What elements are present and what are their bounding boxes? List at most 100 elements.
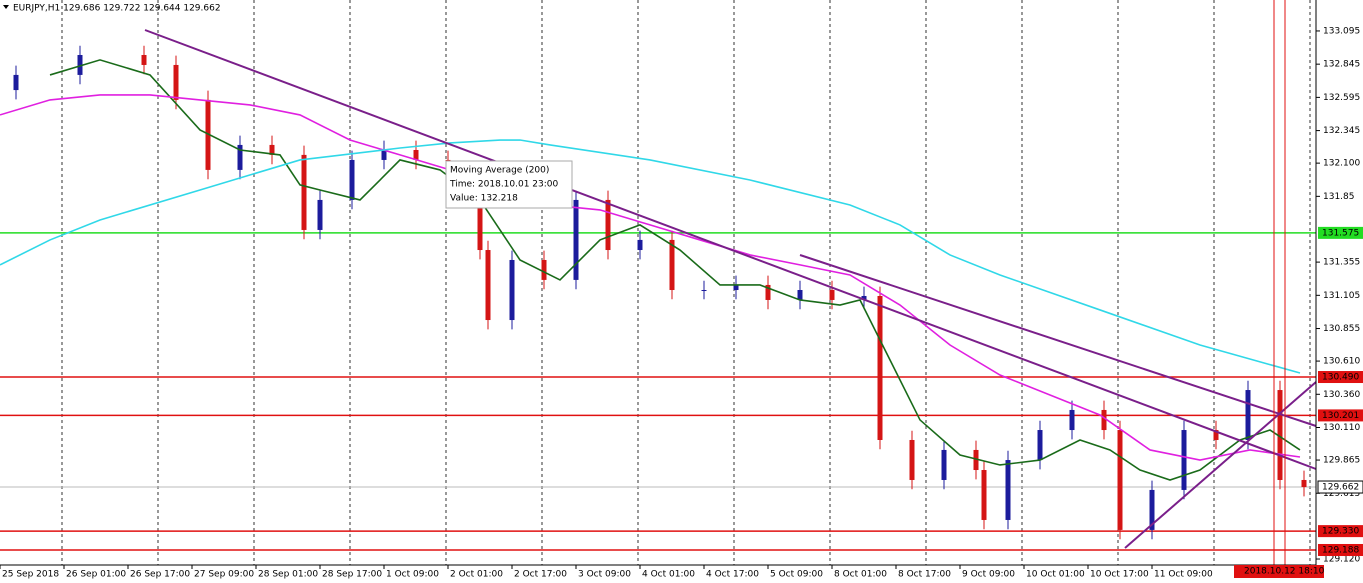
candle-body	[941, 449, 947, 480]
candle-body	[973, 449, 979, 471]
y-tick-label: 130.110	[1323, 423, 1360, 433]
candle-body	[541, 259, 547, 280]
x-tick-label: 11 Oct 09:00	[1154, 570, 1213, 580]
candle-body	[477, 184, 483, 251]
y-tick-label: 129.120	[1323, 555, 1360, 565]
level-label: 130.201	[1322, 411, 1359, 421]
x-tick-label: 10 Oct 17:00	[1090, 570, 1149, 580]
x-tick-label: 8 Oct 01:00	[834, 570, 887, 580]
candle-body	[669, 239, 675, 291]
x-tick-label: 4 Oct 01:00	[642, 570, 695, 580]
x-tick-label: 9 Oct 09:00	[962, 570, 1015, 580]
x-tick-label: 26 Sep 17:00	[130, 570, 190, 580]
trend-line	[1124, 381, 1317, 549]
candle-body	[317, 199, 323, 230]
candle-body	[1301, 479, 1307, 488]
level-label-box	[1318, 543, 1363, 556]
y-tick-label: 132.345	[1323, 126, 1360, 136]
x-tick-label: 25 Sep 2018	[2, 570, 59, 580]
candle-body	[1149, 489, 1155, 530]
x-tick-label: 4 Oct 17:00	[706, 570, 759, 580]
last-price-label: 129.662	[1322, 483, 1359, 493]
candle-body	[1181, 430, 1187, 490]
y-tick-label: 130.855	[1323, 324, 1360, 334]
plot-area	[0, 0, 1316, 565]
candle-body	[205, 99, 211, 170]
x-tick-label: 5 Oct 09:00	[770, 570, 823, 580]
trend-line	[799, 254, 1317, 427]
candle-body	[413, 149, 419, 160]
candle-body	[349, 159, 355, 200]
candle-body	[877, 295, 883, 440]
last-price-box	[1317, 480, 1363, 494]
x-tick-label: 2 Oct 17:00	[514, 570, 567, 580]
candle-body	[637, 239, 643, 251]
cursor-label: 2018.10.12 18:10	[1244, 567, 1325, 577]
level-label: 130.490	[1322, 373, 1359, 383]
tooltip-box	[445, 160, 573, 209]
x-tick-label: 8 Oct 17:00	[898, 570, 951, 580]
x-tick-label: 27 Sep 09:00	[194, 570, 254, 580]
candle-body	[981, 470, 987, 520]
candle-body	[1245, 390, 1251, 440]
level-label: 129.330	[1322, 527, 1359, 537]
candle-body	[765, 284, 771, 300]
x-tick-label: 26 Sep 01:00	[66, 570, 126, 580]
candle-body	[1101, 409, 1107, 431]
tooltip-title: Moving Average (200)	[450, 166, 549, 176]
candle-body	[909, 439, 915, 480]
level-label-box	[1318, 409, 1363, 422]
symbol-header: EURJPY,H1 129.686 129.722 129.644 129.66…	[13, 4, 221, 14]
candle-body	[173, 64, 179, 100]
tooltip: Moving Average (200) Time: 2018.10.01 23…	[445, 160, 573, 209]
axes: 133.095 132.845 132.595 132.345 132.100 131.8…	[0, 26, 1363, 580]
y-tick-label: 133.095	[1323, 26, 1360, 36]
candle-body	[301, 154, 307, 230]
candle-body	[509, 259, 515, 321]
x-tick-label: 28 Sep 17:00	[322, 570, 382, 580]
x-tick-label: 28 Sep 01:00	[258, 570, 318, 580]
moving-average	[0, 94, 1301, 461]
candle-body	[141, 54, 147, 65]
candle-body	[1117, 430, 1123, 530]
y-tick-label: 130.610	[1323, 357, 1360, 367]
candle-body	[1037, 430, 1043, 461]
y-tick-label: 132.845	[1323, 60, 1360, 70]
trend-line	[144, 29, 1317, 470]
y-tick-label: 132.100	[1323, 159, 1360, 169]
candle-body	[797, 290, 803, 300]
tooltip-time: Time: 2018.10.01 23:00	[449, 180, 559, 190]
candle-body	[1213, 430, 1219, 440]
y-tick-label: 129.865	[1323, 456, 1360, 466]
y-tick-label: 130.360	[1323, 390, 1360, 400]
candle-body	[605, 199, 611, 251]
y-tick-label: 131.105	[1323, 291, 1360, 301]
candle-body	[861, 295, 867, 300]
candle-body	[381, 149, 387, 160]
y-tick-label: 131.355	[1323, 258, 1360, 268]
moving-average	[49, 59, 1301, 481]
candle-body	[1277, 390, 1283, 480]
y-tick-label: 131.85	[1323, 192, 1355, 202]
candle-body	[701, 290, 707, 292]
moving-average	[0, 139, 1301, 374]
x-tick-label: 3 Oct 09:00	[578, 570, 631, 580]
level-label-box	[1318, 226, 1363, 239]
y-tick-label: 132.595	[1323, 93, 1360, 103]
candle-body	[269, 144, 275, 155]
x-tick-label: 1 Oct 09:00	[386, 570, 439, 580]
menu-arrow[interactable]	[3, 5, 9, 9]
y-tick-label: 129.615	[1323, 489, 1360, 499]
candle-body	[485, 250, 491, 321]
candle-body	[77, 54, 83, 75]
level-label: 131.575	[1322, 228, 1359, 238]
x-tick-label: 2 Oct 01:00	[450, 570, 503, 580]
candle-body	[829, 290, 835, 300]
level-label: 129.188	[1322, 545, 1359, 555]
cursor-label-box	[1234, 565, 1324, 578]
tooltip-value: Value: 132.218	[450, 194, 518, 204]
candle-body	[1005, 460, 1011, 520]
candle-body	[13, 74, 19, 91]
